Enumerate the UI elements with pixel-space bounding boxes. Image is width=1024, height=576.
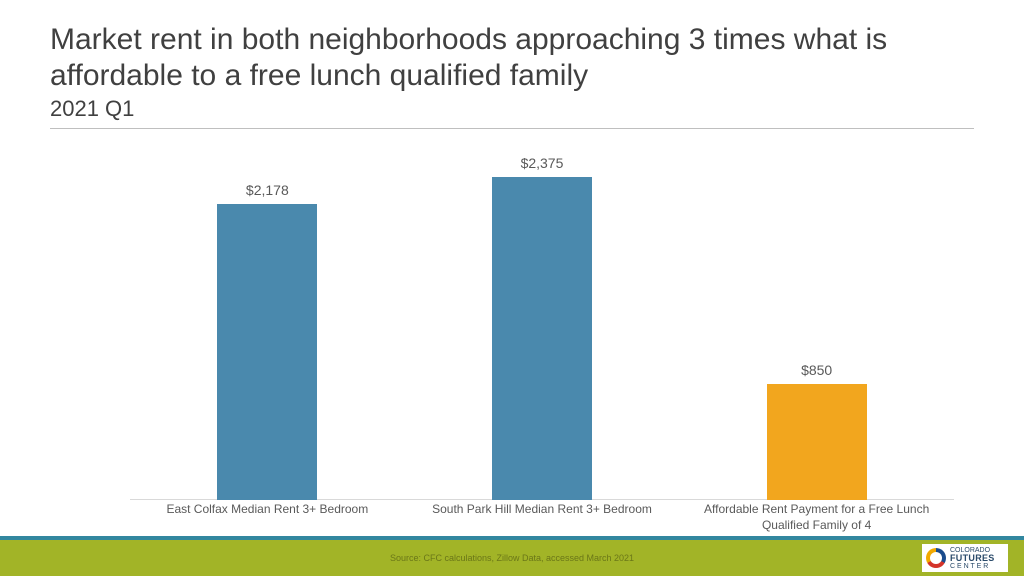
logo-line3: C E N T E R [950,563,988,570]
x-axis-label: Affordable Rent Payment for a Free Lunch… [681,502,953,533]
header: Market rent in both neighborhoods approa… [0,0,1024,137]
footer: Source: CFC calculations, Zillow Data, a… [0,536,1024,576]
bar [217,204,317,500]
bar-group: $850 [681,362,953,500]
page-subtitle: 2021 Q1 [50,96,974,122]
bar-value-label: $2,178 [246,182,289,198]
bar-value-label: $850 [801,362,832,378]
footer-bar: Source: CFC calculations, Zillow Data, a… [0,540,1024,576]
page-title: Market rent in both neighborhoods approa… [50,22,974,94]
bar-group: $2,375 [406,155,678,500]
logo-icon [926,548,946,568]
logo: COLORADO FUTURES C E N T E R [922,544,1008,572]
x-axis-label: South Park Hill Median Rent 3+ Bedroom [406,502,678,533]
bar [492,177,592,500]
logo-line2: FUTURES [950,554,995,563]
title-divider [50,128,974,129]
bar-chart: $2,178$2,375$850 [130,160,954,500]
bar-group: $2,178 [131,182,403,500]
bar-value-label: $2,375 [521,155,564,171]
logo-text: COLORADO FUTURES C E N T E R [950,547,995,570]
x-axis-labels: East Colfax Median Rent 3+ BedroomSouth … [130,502,954,533]
x-axis-label: East Colfax Median Rent 3+ Bedroom [131,502,403,533]
source-text: Source: CFC calculations, Zillow Data, a… [390,553,634,563]
bar [767,384,867,500]
